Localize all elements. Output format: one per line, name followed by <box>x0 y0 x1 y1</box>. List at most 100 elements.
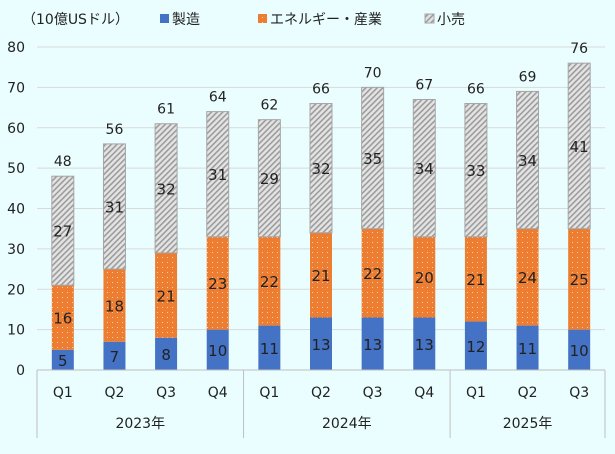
total-label: 67 <box>415 77 433 93</box>
bar-segment <box>103 269 126 342</box>
x-tick-label: Q2 <box>104 385 124 401</box>
legend-swatch <box>160 14 169 23</box>
bar-segment <box>206 329 229 370</box>
bar-segment <box>464 321 487 370</box>
data-label: 11 <box>518 340 537 358</box>
total-label: 62 <box>260 98 278 114</box>
total-label: 64 <box>209 90 227 106</box>
bar-segment <box>51 285 74 350</box>
data-label: 33 <box>466 162 485 180</box>
data-label: 34 <box>518 152 537 170</box>
bar-segment <box>154 123 178 254</box>
data-label: 7 <box>110 348 120 366</box>
data-label: 21 <box>466 271 485 289</box>
x-tick-label: Q2 <box>518 385 538 401</box>
bar-segment <box>464 236 487 322</box>
x-axis: Q1 Q2 Q3 Q4 Q1 Q2 Q3 Q4 Q1 Q2 Q3 2023年 2024年 2025年 <box>36 369 606 438</box>
bar-segment <box>361 317 384 370</box>
y-tick-label: 60 <box>7 121 25 137</box>
x-tick-label: Q4 <box>414 385 434 401</box>
data-label: 24 <box>518 269 537 287</box>
y-tick-label: 40 <box>7 202 25 218</box>
data-label: 22 <box>260 273 279 291</box>
total-label: 56 <box>106 122 124 138</box>
x-tick-label: Q1 <box>466 385 486 401</box>
bar-segment <box>310 232 332 318</box>
data-label: 22 <box>363 265 382 283</box>
bar-segment <box>413 317 436 370</box>
y-tick-label: 0 <box>16 363 25 379</box>
data-label: 32 <box>157 180 176 198</box>
y-tick-label: 50 <box>7 161 25 177</box>
bar-segment <box>257 119 281 238</box>
total-label: 48 <box>54 154 72 170</box>
total-label: 76 <box>570 41 588 57</box>
data-label: 13 <box>311 336 330 354</box>
bar-segment <box>51 175 75 286</box>
data-label: 16 <box>53 310 72 328</box>
legend-swatch <box>424 13 435 24</box>
data-label: 20 <box>415 269 434 287</box>
bar-segment <box>258 236 281 326</box>
bar-segment <box>464 103 488 238</box>
y-tick-label: 70 <box>7 80 25 96</box>
y-tick-label: 20 <box>7 282 25 298</box>
legend-label: エネルギー・産業 <box>270 12 382 28</box>
bar-segment <box>103 341 126 370</box>
x-tick-label: Q1 <box>259 385 279 401</box>
bar-segment <box>567 62 591 230</box>
x-tick-label: Q3 <box>363 385 383 401</box>
data-label: 13 <box>363 336 382 354</box>
data-label: 41 <box>570 138 589 156</box>
data-label: 29 <box>260 170 279 188</box>
y-tick-label: 30 <box>7 242 25 258</box>
x-tick-label: Q2 <box>311 385 331 401</box>
x-tick-label: Q4 <box>208 385 228 401</box>
legend-label: 小売 <box>437 12 465 28</box>
bar-segment <box>516 90 540 230</box>
y-tick-label: 80 <box>7 40 25 56</box>
total-label: 61 <box>157 102 175 118</box>
data-label: 5 <box>58 352 68 370</box>
data-label: 18 <box>105 297 124 315</box>
data-label: 27 <box>53 223 72 241</box>
bar-segment <box>568 228 591 330</box>
data-label: 35 <box>363 150 382 168</box>
unit-label: （10億USドル） <box>22 12 129 28</box>
data-label: 12 <box>466 338 485 356</box>
bar-segment <box>310 317 332 370</box>
gridlines: 0 10 20 30 40 50 60 70 80 <box>7 40 605 379</box>
bar-segment <box>361 228 384 318</box>
bar-segment <box>361 86 385 230</box>
group-label: 2024年 <box>322 416 372 432</box>
x-tick-label: Q3 <box>156 385 176 401</box>
data-label: 34 <box>415 160 434 178</box>
bar-segment <box>568 329 591 370</box>
bar-segment <box>258 325 281 370</box>
data-label: 10 <box>570 342 589 360</box>
x-tick-label: Q3 <box>569 385 589 401</box>
bar-segment <box>102 143 126 270</box>
bar-segment <box>155 252 178 338</box>
data-label: 23 <box>208 275 227 293</box>
data-label: 13 <box>415 336 434 354</box>
data-label: 10 <box>208 342 227 360</box>
y-tick-label: 10 <box>7 323 25 339</box>
total-label: 66 <box>312 82 330 98</box>
total-label: 70 <box>364 65 382 81</box>
bar-segment <box>206 236 229 330</box>
bar-segment <box>309 103 333 234</box>
legend-swatch <box>258 14 267 23</box>
bars: 5 16 27 48 7 18 31 56 8 21 32 61 10 23 31 64 11 22 29 62 13 2… <box>51 41 591 370</box>
x-tick-label: Q1 <box>53 385 73 401</box>
legend: 製造 エネルギー・産業 小売 <box>160 12 465 28</box>
total-label: 66 <box>467 82 485 98</box>
bar-segment <box>51 349 74 370</box>
group-label: 2023年 <box>115 416 165 432</box>
data-label: 21 <box>157 287 176 305</box>
bar-segment <box>516 228 539 326</box>
data-label: 25 <box>570 271 589 289</box>
bar-segment <box>412 98 436 238</box>
